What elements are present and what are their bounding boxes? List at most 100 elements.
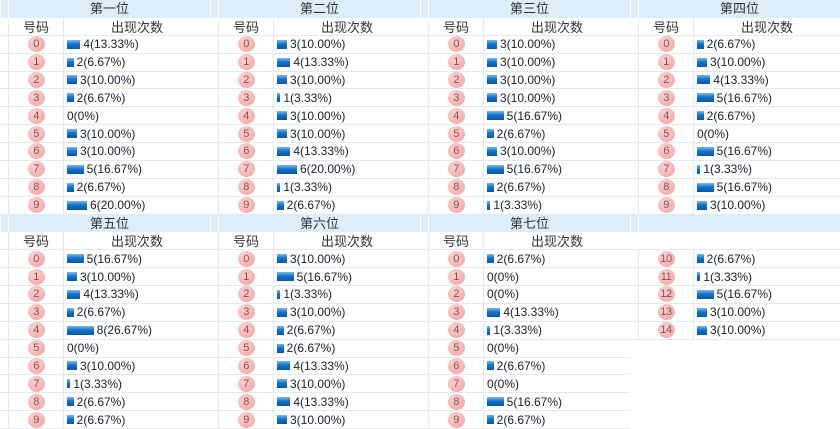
spacer-cell: [630, 160, 639, 178]
frequency-value: 4(13.33%): [293, 394, 349, 409]
stat-row: 5 3(10.00%): [210, 125, 420, 143]
frequency-value: 4(13.33%): [293, 144, 349, 159]
number-badge: 5: [447, 125, 465, 142]
count-cell: 0(0%): [484, 286, 630, 303]
frequency-bar: [697, 164, 701, 174]
spacer-cell: [420, 71, 429, 89]
frequency-value: 2(6.67%): [76, 412, 126, 427]
stat-row: 0 5(16.67%): [0, 250, 210, 269]
frequency-bar: [67, 57, 74, 67]
count-cell: 3(10.00%): [64, 143, 210, 160]
frequency-bar: [67, 307, 74, 317]
count-cell: 4(13.33%): [64, 36, 210, 53]
spacer-cell: [210, 339, 219, 357]
stat-row: 5 0(0%): [630, 125, 840, 143]
frequency-bar: [277, 361, 291, 371]
count-cell: 3(10.00%): [484, 89, 630, 106]
number-badge: 3: [237, 89, 255, 106]
stat-row: 1 5(16.67%): [210, 268, 420, 286]
number-cell: 8: [9, 393, 64, 411]
position-block-1: 第一位 号码 出现次数 0 4(13.33%) 1 2(6.67%) 2: [0, 0, 210, 215]
number-cell: 7: [639, 160, 694, 178]
number-cell: 5: [639, 125, 694, 142]
number-badge: 7: [657, 161, 675, 178]
number-cell: 8: [639, 178, 694, 196]
count-cell: 2(6.67%): [274, 322, 420, 339]
number-badge: 5: [237, 125, 255, 142]
frequency-value: 2(6.67%): [496, 412, 546, 427]
count-cell: 5(16.67%): [64, 161, 210, 178]
frequency-bar: [277, 272, 294, 282]
header-spacer: [630, 0, 639, 18]
spacer-cell: [630, 268, 639, 285]
frequency-bar: [277, 75, 287, 85]
spacer-cell: [420, 303, 429, 321]
frequency-value: 0(0%): [697, 126, 730, 141]
spacer-cell: [210, 232, 219, 250]
number-cell: 4: [9, 321, 64, 339]
frequency-bar: [277, 289, 281, 299]
number-cell: 4: [429, 107, 484, 125]
stat-row: 1 2(6.67%): [0, 53, 210, 72]
number-badge: 0: [27, 36, 45, 53]
frequency-value: 3(10.00%): [80, 144, 136, 159]
frequency-bar: [697, 111, 704, 121]
number-badge: 6: [447, 357, 465, 374]
stat-row: 6 4(13.33%): [210, 357, 420, 376]
frequency-bar: [277, 325, 284, 335]
count-cell: 1(3.33%): [274, 179, 420, 196]
number-cell: 1: [429, 268, 484, 285]
frequency-bar: [697, 307, 707, 317]
stat-row: 1 4(13.33%): [210, 53, 420, 72]
number-badge: 2: [237, 71, 255, 88]
position-block-3: 第三位 号码 出现次数 0 3(10.00%) 1 3(10.00%) 2: [420, 0, 630, 215]
number-cell: 8: [219, 178, 274, 196]
stat-row: 7 1(3.33%): [0, 375, 210, 394]
number-cell: 7: [219, 160, 274, 178]
col-header-count: 出现次数: [110, 234, 163, 250]
stat-row: 5 0(0%): [0, 339, 210, 358]
frequency-value: 3(10.00%): [80, 269, 136, 284]
spacer-cell: [630, 125, 639, 142]
stat-row: 13 3(10.00%): [630, 303, 840, 322]
number-cell: 1: [9, 268, 64, 285]
frequency-bar: [67, 164, 84, 174]
frequency-value: 1(3.33%): [283, 287, 333, 302]
number-badge: 4: [27, 322, 45, 339]
number-cell: 6: [219, 357, 274, 375]
count-cell: 2(6.67%): [694, 250, 840, 267]
spacer-cell: [630, 196, 639, 214]
frequency-bar: [697, 200, 707, 210]
frequency-value: 6(20.00%): [90, 198, 146, 213]
stat-row: 9 3(10.00%): [630, 196, 840, 215]
block-title: 第二位: [299, 1, 339, 16]
spacer-cell: [0, 143, 9, 160]
number-badge: 0: [27, 250, 45, 267]
number-cell: 3: [639, 89, 694, 107]
spacer-cell: [630, 250, 639, 268]
stat-row: 0 3(10.00%): [210, 35, 420, 54]
position-block-4: 第四位 号码 出现次数 0 2(6.67%) 1 3(10.00%) 2: [630, 0, 840, 215]
frequency-value: 2(6.67%): [706, 251, 756, 266]
frequency-value: 3(10.00%): [710, 198, 766, 213]
number-cell: 13: [639, 303, 694, 321]
count-cell: 3(10.00%): [64, 358, 210, 375]
frequency-value: 2(6.67%): [496, 358, 546, 373]
spacer-cell: [420, 286, 429, 303]
frequency-value: 1(3.33%): [703, 269, 753, 284]
spacer-cell: [420, 53, 429, 71]
count-cell: 2(6.67%): [484, 179, 630, 196]
stat-row: 3 1(3.33%): [210, 89, 420, 108]
frequency-bar: [277, 93, 281, 103]
number-cell: 9: [219, 196, 274, 214]
number-cell: 5: [9, 125, 64, 142]
spacer-cell: [0, 160, 9, 178]
stat-row: 9 1(3.33%): [420, 196, 630, 215]
number-badge: 1: [237, 268, 255, 285]
number-cell: 9: [429, 196, 484, 214]
frequency-value: 5(16.67%): [506, 108, 563, 123]
frequency-value: 4(13.33%): [83, 287, 139, 302]
spacer-cell: [0, 232, 9, 250]
spacer-cell: [0, 178, 9, 196]
col-header-number: 号码: [219, 17, 274, 35]
